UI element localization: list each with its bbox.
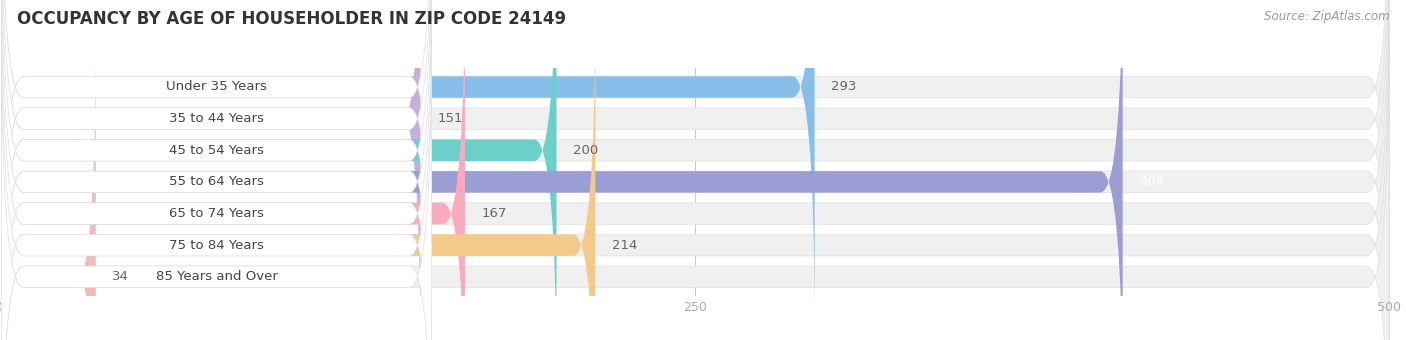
Text: 293: 293 <box>831 81 856 94</box>
FancyBboxPatch shape <box>1 0 465 340</box>
FancyBboxPatch shape <box>1 0 420 340</box>
FancyBboxPatch shape <box>1 34 96 340</box>
Text: 35 to 44 Years: 35 to 44 Years <box>169 112 264 125</box>
FancyBboxPatch shape <box>1 0 1389 329</box>
FancyBboxPatch shape <box>1 0 432 340</box>
FancyBboxPatch shape <box>1 0 432 340</box>
Text: 65 to 74 Years: 65 to 74 Years <box>169 207 264 220</box>
Text: 45 to 54 Years: 45 to 54 Years <box>169 144 264 157</box>
Text: 55 to 64 Years: 55 to 64 Years <box>169 175 264 188</box>
FancyBboxPatch shape <box>1 0 557 340</box>
Text: 151: 151 <box>437 112 463 125</box>
FancyBboxPatch shape <box>1 3 595 340</box>
Text: Under 35 Years: Under 35 Years <box>166 81 267 94</box>
FancyBboxPatch shape <box>1 0 1122 340</box>
Text: OCCUPANCY BY AGE OF HOUSEHOLDER IN ZIP CODE 24149: OCCUPANCY BY AGE OF HOUSEHOLDER IN ZIP C… <box>17 10 567 28</box>
FancyBboxPatch shape <box>1 0 432 340</box>
Text: 214: 214 <box>612 239 637 252</box>
Text: 404: 404 <box>1139 175 1164 188</box>
FancyBboxPatch shape <box>1 0 432 340</box>
Text: 167: 167 <box>482 207 508 220</box>
FancyBboxPatch shape <box>1 34 432 340</box>
FancyBboxPatch shape <box>1 0 814 329</box>
Text: Source: ZipAtlas.com: Source: ZipAtlas.com <box>1264 10 1389 23</box>
Text: 34: 34 <box>112 270 129 283</box>
FancyBboxPatch shape <box>1 0 432 329</box>
FancyBboxPatch shape <box>1 3 432 340</box>
Text: 85 Years and Over: 85 Years and Over <box>156 270 277 283</box>
FancyBboxPatch shape <box>1 3 1389 340</box>
Text: 75 to 84 Years: 75 to 84 Years <box>169 239 264 252</box>
FancyBboxPatch shape <box>1 34 1389 340</box>
Text: 200: 200 <box>574 144 599 157</box>
